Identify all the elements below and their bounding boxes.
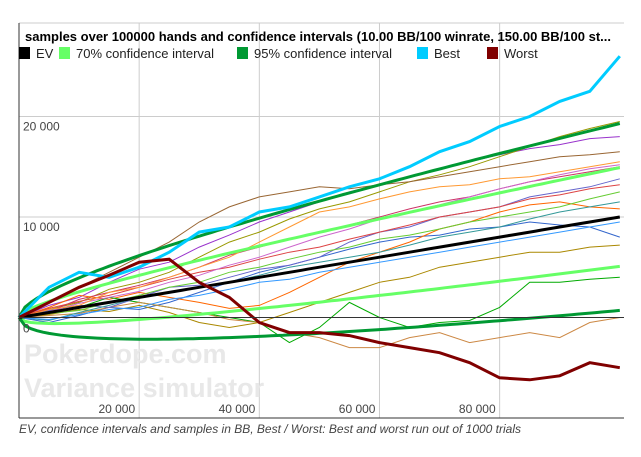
sample-line [18,121,620,318]
ci70-lower-line [18,264,620,326]
sample-line [18,184,620,318]
legend-label: 70% confidence interval [76,46,214,61]
sample-line [18,136,620,318]
chart-title: samples over 100000 hands and confidence… [25,29,611,44]
y-tick-label: 0 [23,321,30,335]
legend-label: EV [36,46,54,61]
ci95-lower-line [17,308,620,341]
sample-line [18,161,620,318]
watermark-line-2: Variance simulator [24,373,265,403]
legend-swatch [19,47,30,59]
best-line [17,55,621,319]
x-tick-label: 40 000 [219,402,256,416]
sample-line [18,276,620,344]
sample-line [18,221,620,321]
sample-line [18,164,620,318]
sample-line [18,201,620,322]
legend-label: Best [434,46,460,61]
grid [19,22,624,418]
x-tick-label: 20 000 [98,402,135,416]
x-tick-label: 60 000 [339,402,376,416]
legend-label: 95% confidence interval [254,46,392,61]
worst-line [18,257,621,382]
legend-label: Worst [504,46,538,61]
sample-line [18,201,620,318]
sample-line [18,151,620,318]
sample-line [18,301,620,349]
legend: EV 70% confidence interval 95% confidence … [19,46,538,61]
ev-line [18,215,621,319]
chart-caption: EV, confidence intervals and samples in … [19,422,521,436]
ci95-upper-line [17,122,621,319]
y-tick-label: 10 000 [23,220,60,234]
sample-line [18,178,620,318]
legend-swatch [417,47,428,59]
legend-swatch [59,47,70,59]
y-tick-label: 20 000 [23,119,60,133]
series-layer [17,55,621,382]
x-tick-label: 80 000 [459,402,496,416]
ci70-upper-line [17,166,621,319]
legend-swatch [237,47,248,59]
legend-swatch [487,47,498,59]
watermark-line-1: Pokerdope.com [24,339,227,369]
watermark: Pokerdope.com Variance simulator [24,339,265,403]
axes: 20 000 40 000 60 000 80 000 0 10 000 20 000 [18,23,624,419]
sample-line [18,191,620,318]
